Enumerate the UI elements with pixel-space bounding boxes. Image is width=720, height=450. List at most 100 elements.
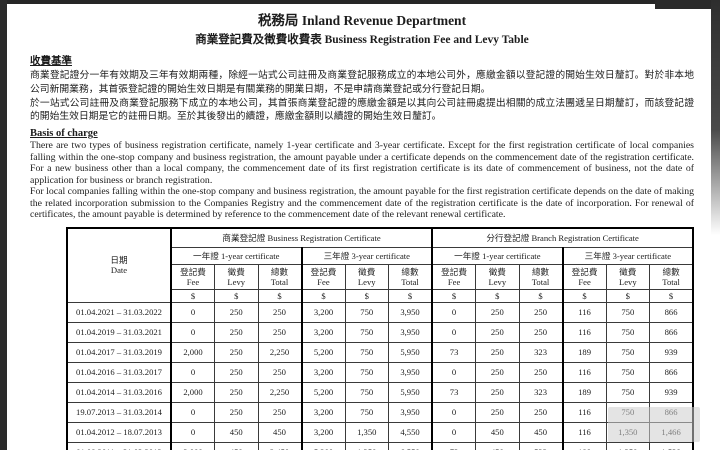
fee-value-cell: 2,000	[170, 341, 215, 363]
fee-value-cell: 0	[170, 321, 215, 343]
fee-value-cell: 116	[561, 321, 607, 343]
fee-value-cell: 250	[475, 321, 520, 343]
date-range-cell: 01.04.2021 – 31.03.2022	[66, 301, 172, 323]
fee-value-cell: 939	[649, 381, 694, 403]
column-header-en: Total	[401, 276, 419, 287]
column-header-en: Fee	[447, 276, 461, 287]
fee-value-cell: 250	[257, 401, 302, 423]
scan-edge-right	[711, 0, 720, 235]
table-row: 01.04.2019 – 31.03.2021 0 250 250 3,200 750 3,…	[66, 321, 694, 343]
scan-edge-left	[0, 0, 7, 450]
subgroup-1-year: 一年證 1-year certificate	[431, 246, 564, 265]
fee-table: 日期 Date 商業登記證 Business Registration Cert…	[66, 226, 695, 450]
column-header-zh: 徵費	[358, 266, 376, 277]
page-subtitle-en: Business Registration Fee and Levy Table	[324, 34, 529, 46]
fee-value-cell: 0	[431, 401, 477, 423]
fee-value-cell: 3,950	[388, 301, 433, 323]
fee-value-cell: 189	[561, 381, 607, 403]
basis-heading-zh: 收費基準	[30, 56, 72, 67]
subgroup-3-year: 三年證 3-year certificate	[300, 246, 433, 265]
date-range-cell: 01.08.2011 – 31.03.2012	[66, 441, 172, 450]
page-title-zh: 税務局	[257, 13, 299, 28]
column-header-en: Fee	[186, 276, 200, 287]
fee-value-cell: 750	[605, 341, 651, 363]
fee-value-cell: 250	[475, 361, 520, 383]
column-header-en: Total	[270, 276, 289, 287]
currency-symbol: $	[170, 288, 215, 303]
fee-value-cell: 250	[214, 321, 259, 343]
date-range-cell: 19.07.2013 – 31.03.2014	[66, 401, 172, 423]
fee-value-cell: 116	[561, 301, 607, 323]
page-subtitle-zh: 商業登記費及徵費收費表	[195, 34, 322, 46]
currency-symbol: $	[388, 288, 433, 303]
table-row: 01.04.2012 – 18.07.2013 0 450 450 3,200 1,350…	[66, 421, 694, 443]
fee-value-cell: 0	[170, 401, 215, 423]
currency-symbol: $	[431, 288, 477, 303]
column-header-levy: 徵費 Levy	[475, 263, 520, 290]
fee-value-cell: 3,950	[388, 361, 433, 383]
group-header-zh: 分行登記證	[486, 232, 530, 243]
fee-value-cell: 0	[170, 361, 215, 383]
group-header-branch-registration: 分行登記證 Branch Registration Certificate	[431, 227, 694, 248]
fee-value-cell: 250	[475, 301, 520, 323]
currency-symbol: $	[649, 288, 694, 303]
currency-symbol: $	[475, 288, 520, 303]
fee-value-cell: 2,000	[170, 441, 215, 450]
basis-paragraph-zh-1: 商業登記證分一年有效期及三年有效期兩種，除經一站式公司註冊及商業登記服務成立的本…	[30, 70, 694, 95]
column-header-fee: 登記費 Fee	[431, 263, 477, 290]
currency-symbol: $	[605, 288, 651, 303]
fee-value-cell: 0	[431, 361, 477, 383]
fee-table-body: 01.04.2021 – 31.03.2022 0 250 250 3,200 750 3,…	[66, 301, 694, 450]
fee-value-cell: 4,550	[388, 421, 433, 443]
column-header-zh: 總數	[401, 266, 419, 277]
fee-value-cell: 750	[605, 321, 651, 343]
subgroup-en: 1-year certificate	[221, 250, 280, 261]
column-header-en: Levy	[618, 276, 637, 287]
fee-value-cell: 250	[518, 321, 564, 343]
table-row: 01.08.2011 – 31.03.20122,0004502,4505,20…	[66, 441, 694, 450]
fee-value-cell: 116	[561, 361, 607, 383]
column-header-zh: 徵費	[619, 266, 637, 277]
currency-symbol: $	[561, 288, 607, 303]
fee-value-cell: 0	[431, 421, 477, 443]
date-range-cell: 01.04.2014 – 31.03.2016	[66, 381, 172, 403]
basis-paragraph-zh-2: 於一站式公司註冊及商業登記服務下成立的本地公司，其首張商業登記證的應繳金額是以其…	[30, 97, 694, 123]
fee-value-cell: 2,450	[257, 441, 302, 450]
column-header-zh: 總數	[662, 266, 680, 277]
column-header-total: 總數 Total	[388, 263, 433, 290]
fee-value-cell: 450	[214, 441, 259, 450]
fee-value-cell: 189	[561, 341, 607, 363]
fee-value-cell: 250	[518, 301, 564, 323]
subgroup-zh: 三年證	[323, 250, 350, 261]
fee-value-cell: 0	[431, 321, 477, 343]
fee-value-cell: 250	[518, 361, 564, 383]
fee-value-cell: 250	[214, 401, 259, 423]
column-header-en: Levy	[488, 276, 507, 287]
fee-value-cell: 750	[344, 401, 389, 423]
fee-value-cell: 73	[431, 441, 477, 450]
basis-heading-en: Basis of charge	[30, 128, 98, 140]
subgroup-3-year: 三年證 3-year certificate	[561, 246, 694, 265]
column-header-en: Fee	[317, 276, 330, 287]
fee-value-cell: 750	[344, 381, 389, 403]
fee-value-cell: 116	[561, 401, 607, 423]
fee-value-cell: 750	[344, 361, 389, 383]
fee-value-cell: 1,350	[344, 421, 389, 443]
fee-value-cell: 5,950	[388, 341, 433, 363]
table-group-header-row: 日期 Date 商業登記證 Business Registration Cert…	[66, 227, 694, 303]
subgroup-zh: 一年證	[193, 250, 219, 261]
column-header-en: Fee	[578, 276, 591, 287]
fee-value-cell: 250	[214, 301, 259, 323]
fee-value-cell: 73	[431, 381, 477, 403]
fee-value-cell: 5,200	[300, 341, 346, 363]
fee-value-cell: 5,200	[300, 441, 346, 450]
fee-value-cell: 250	[257, 301, 302, 323]
fee-value-cell: 250	[475, 341, 520, 363]
table-row: 01.04.2017 – 31.03.2019 2,000 250 2,250 5,20…	[66, 341, 694, 363]
column-header-zh: 登記費	[571, 266, 598, 277]
fee-value-cell: 1,350	[605, 441, 651, 450]
table-column-header-row: 登記費 Fee 徵費 Levy 總數 Total 登記費 Fee 徵費 Levy 總數 Total 登記…	[67, 263, 694, 290]
fee-value-cell: 250	[214, 341, 259, 363]
basis-paragraph-en-2: For local companies falling within the o…	[30, 186, 694, 221]
column-header-zh: 徵費	[227, 266, 245, 277]
